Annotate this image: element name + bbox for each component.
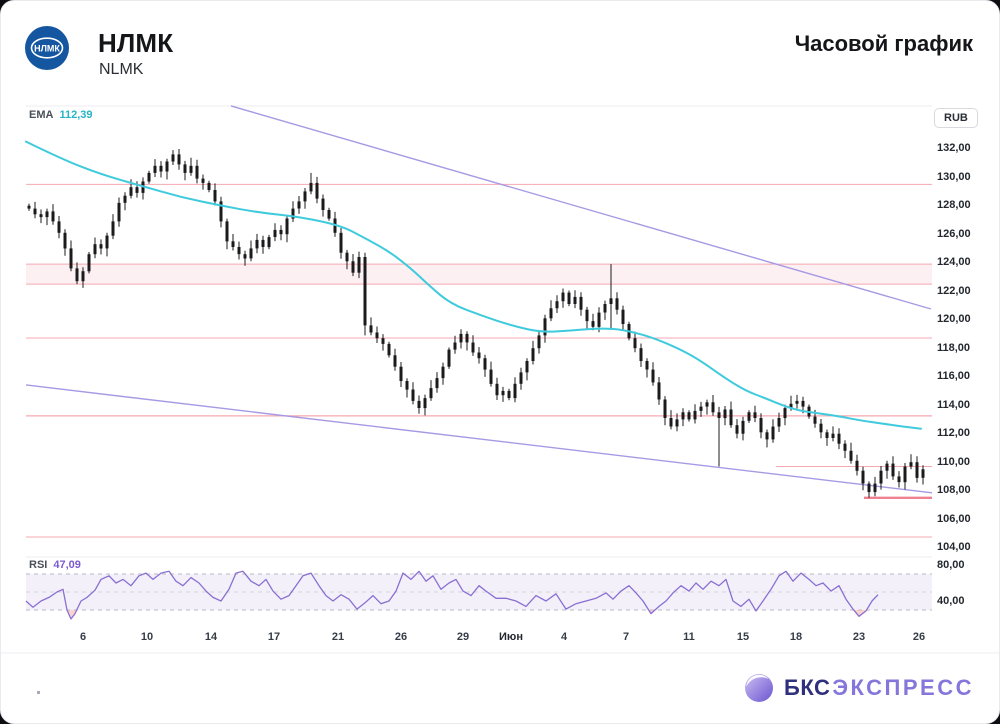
price-tick-label: 120,00 — [937, 313, 971, 326]
ema-indicator-label: EMA 112,39 — [29, 109, 93, 121]
rsi-tick-label: 80,00 — [937, 558, 965, 571]
time-tick-label: 6 — [79, 631, 87, 643]
time-tick-label: 7 — [622, 631, 630, 643]
time-tick-label: 14 — [204, 631, 218, 643]
price-tick-label: 112,00 — [937, 427, 971, 440]
time-tick-label: 29 — [456, 631, 470, 643]
brand-express: ЭКСПРЕСС — [832, 675, 974, 700]
price-tick-label: 110,00 — [937, 455, 971, 468]
footer-brand: БКСЭКСПРЕСС — [743, 672, 974, 704]
time-tick-label: Июн — [499, 631, 523, 643]
brand-bcs: БКС — [784, 675, 831, 700]
ema-name: EMA — [29, 109, 54, 121]
time-tick-label: 10 — [140, 631, 154, 643]
header: НЛМК НЛМК NLMK Часовой график — [1, 1, 999, 97]
time-tick-label: 26 — [394, 631, 408, 643]
time-tick-label: 4 — [560, 631, 568, 643]
ema-value: 112,39 — [59, 109, 93, 121]
rsi-tick-label: 40,00 — [937, 594, 965, 607]
instrument-ticker: NLMK — [99, 61, 144, 78]
time-tick-label: 11 — [683, 631, 695, 643]
svg-text:НЛМК: НЛМК — [34, 44, 60, 54]
price-tick-label: 114,00 — [937, 398, 971, 411]
price-tick-label: 118,00 — [937, 341, 971, 354]
rsi-value: 47,09 — [53, 559, 81, 571]
price-tick-label: 132,00 — [937, 142, 971, 155]
nlmk-logo-icon: НЛМК — [25, 26, 69, 70]
instrument-title: НЛМК — [98, 28, 174, 58]
currency-badge[interactable]: RUB — [934, 108, 978, 128]
price-tick-label: 116,00 — [937, 370, 971, 383]
price-tick-label: 108,00 — [937, 484, 971, 497]
price-tick-label: 124,00 — [937, 256, 971, 269]
rsi-name: RSI — [29, 559, 48, 571]
time-tick-label: 26 — [912, 631, 926, 643]
time-tick-label: 21 — [331, 631, 345, 643]
price-tick-label: 104,00 — [937, 541, 971, 554]
time-tick-label: 17 — [267, 631, 281, 643]
bcs-sphere-icon — [745, 674, 774, 702]
price-tick-label: 122,00 — [937, 284, 971, 297]
price-tick-label: 128,00 — [937, 199, 971, 212]
chart-type-label: Часовой график — [794, 31, 973, 56]
rsi-indicator-label: RSI 47,09 — [29, 559, 81, 571]
price-tick-label: 106,00 — [937, 512, 971, 525]
watermark-dot — [37, 691, 40, 694]
time-tick-label: 23 — [852, 631, 866, 643]
price-tick-label: 130,00 — [937, 170, 971, 183]
time-tick-label: 15 — [736, 631, 750, 643]
price-tick-label: 126,00 — [937, 227, 971, 240]
time-tick-label: 18 — [789, 631, 803, 643]
